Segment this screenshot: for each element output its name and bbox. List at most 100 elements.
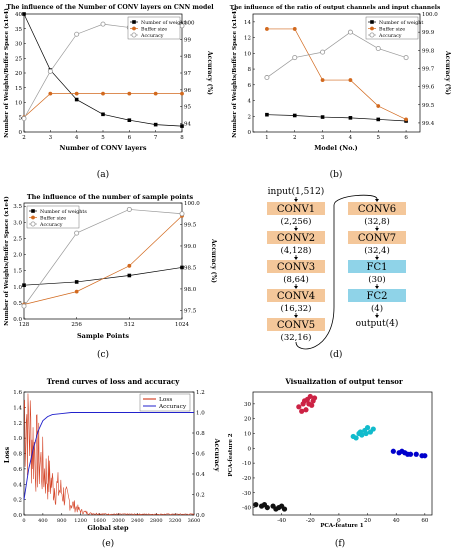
f-y-tick-label: 0: [248, 446, 252, 452]
f-y-tick-label: -20: [242, 476, 251, 482]
f-point-cluster-1: [363, 430, 369, 437]
a-legend-marker: [132, 20, 136, 24]
a-x-tick-label: 4: [75, 135, 79, 141]
b-point: [376, 117, 381, 122]
chart-b-panel-label: (b): [330, 169, 343, 180]
b-y-tick-label: 10: [244, 51, 251, 57]
diagram-connector: [295, 194, 378, 350]
e-x-tick-label: 1600: [93, 518, 106, 524]
c-y-tick-label: 3.5: [13, 204, 22, 210]
c-legend-marker: [31, 209, 35, 213]
diagram-shape-label: (4,128): [281, 245, 312, 256]
a-point: [47, 68, 53, 74]
a-y2-tick-label: 94: [184, 122, 191, 128]
e-legend-label: Loss: [159, 397, 172, 403]
b-y2-tick-label: 100.0: [422, 12, 438, 18]
a-point: [101, 91, 105, 96]
diagram-fc-block: [348, 260, 406, 273]
diagram-conv-block: [348, 231, 406, 244]
a-x-tick-label: 5: [101, 135, 105, 141]
c-y2-tick-label: 98.5: [184, 265, 197, 271]
b-point: [320, 78, 325, 82]
chart-f-frame: [252, 391, 433, 516]
b-y2-tick-label: 99.6: [422, 85, 435, 91]
diagram-block-label: CONV1: [277, 204, 315, 215]
chart-a-x-ticks: 2 3 4 5 6 7 8: [22, 130, 184, 141]
f-point-cluster-2: [390, 448, 396, 454]
diagram-conv-block: [348, 202, 406, 215]
c-point: [74, 280, 79, 284]
diagram-shape-label: (32,4): [364, 245, 390, 256]
b-point: [265, 112, 269, 117]
f-point-cluster-2: [422, 453, 428, 459]
a-y2-tick-label: 96: [184, 88, 191, 94]
b-x-tick-label: 2: [293, 135, 297, 141]
chart-f-title: Visualization of output tensor: [284, 377, 403, 386]
chart-c-panel-label: (c): [97, 349, 109, 360]
chart-a-y2-ticks: 94 95 96 97 98 99 100: [180, 20, 195, 128]
b-y2-tick-label: 99.4: [422, 121, 435, 127]
a-y-tick-label: 15: [15, 86, 22, 92]
c-y-tick-label: 2.0: [13, 253, 22, 259]
c-x-tick-label: 256: [71, 322, 82, 328]
a-point: [101, 112, 105, 117]
c-y-tick-label: 3.0: [13, 220, 22, 226]
a-y-tick-label: 40: [15, 12, 22, 18]
b-legend-marker: [369, 32, 375, 38]
b-point: [320, 115, 325, 119]
f-point-cluster-3: [273, 506, 279, 512]
chart-f-xlabel: PCA-feature 1: [320, 523, 363, 529]
f-point-cluster-3: [279, 503, 285, 509]
diagram-shape-label: (32,8): [364, 216, 390, 227]
b-y2-tick-label: 99.7: [422, 66, 435, 72]
c-y-tick-label: 2.5: [13, 236, 22, 242]
diagram-panel-label: (d): [330, 349, 343, 360]
chart-c-y2label: Accuracy (%): [210, 238, 217, 283]
diagram-arrow-head: [294, 257, 298, 260]
b-point: [348, 116, 353, 120]
b-series-line-2: [266, 31, 407, 78]
f-x-tick-label: 0: [337, 518, 341, 524]
c-point: [22, 283, 26, 287]
e-legend-box: [139, 393, 191, 412]
chart-c-y2-ticks: 97.5 98.0 98.5 99.0 99.5 100.0: [180, 201, 200, 314]
chart-f-y-ticks: -40 -30 -20 -10 0 10 20 30: [242, 402, 255, 512]
a-y-tick-label: 10: [15, 101, 22, 107]
e-accuracy-line: [23, 412, 194, 500]
a-y-tick-label: 30: [15, 42, 22, 48]
f-x-tick-label: 40: [393, 518, 400, 524]
b-point: [376, 104, 381, 108]
chart-b-title: The influence of the ratio of output cha…: [230, 5, 441, 11]
f-y-tick-label: 10: [244, 431, 251, 437]
chart-b-y2label: Accuracy (%): [444, 50, 451, 95]
e-x-tick-label: 3600: [188, 518, 201, 524]
chart-b-xlabel: Model (No.): [314, 144, 358, 152]
b-point: [348, 78, 353, 82]
b-point: [403, 55, 409, 61]
e-x-tick-label: 2400: [131, 518, 144, 524]
a-legend-marker: [132, 26, 136, 31]
e-y2-tick-label: 0.0: [196, 513, 205, 519]
b-point: [292, 27, 297, 31]
c-y-tick-label: 0.5: [13, 301, 22, 307]
e-y2-tick-label: 0.2: [196, 493, 205, 499]
a-y2-tick-label: 99: [184, 37, 191, 43]
e-x-tick-label: 0: [22, 518, 25, 524]
b-legend-marker: [370, 26, 374, 31]
f-point-cluster-1: [357, 429, 363, 435]
a-legend-label: Number of weights: [141, 20, 188, 26]
c-point: [127, 273, 132, 278]
chart-a-panel-label: (a): [97, 169, 109, 180]
diagram-conv-block: [267, 231, 325, 244]
b-legend-label: Buffer size: [379, 26, 405, 32]
f-point-cluster-2: [413, 451, 419, 457]
f-point-cluster-1: [364, 424, 371, 431]
b-y-tick-label: 12: [244, 36, 251, 42]
diagram-block-label: FC2: [367, 291, 388, 302]
c-point: [74, 289, 79, 294]
b-point: [264, 75, 270, 81]
a-y-tick-label: 0: [19, 130, 23, 136]
diagram-arrow-head: [375, 228, 379, 231]
